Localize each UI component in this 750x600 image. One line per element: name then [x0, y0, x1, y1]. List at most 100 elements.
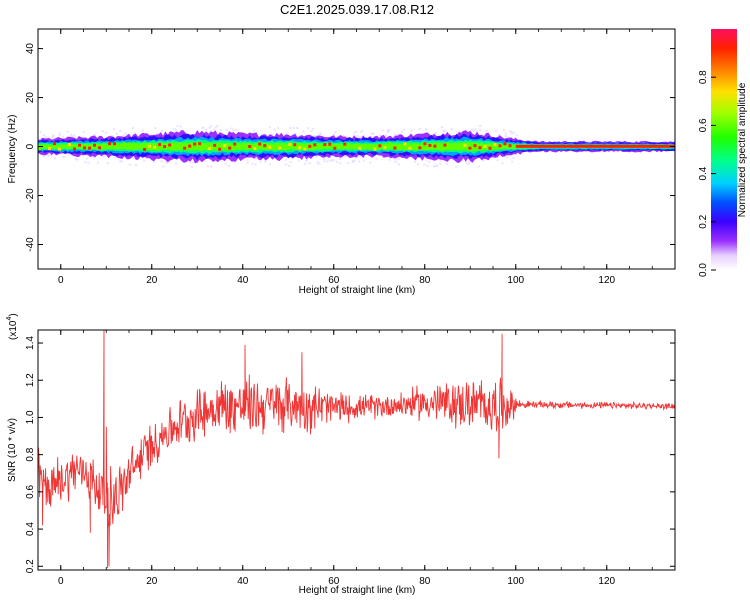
- spectrogram-core-mark: [268, 145, 272, 149]
- spectrogram-haze-mark: [329, 156, 332, 159]
- spectrogram-haze-mark: [448, 133, 452, 136]
- spectrogram-haze-mark: [396, 133, 399, 136]
- spectrogram-haze-mark: [338, 162, 342, 165]
- spectrogram-haze-mark: [423, 163, 426, 166]
- spectrogram-core-mark: [453, 144, 457, 148]
- spectrogram-haze-mark: [510, 132, 514, 135]
- spectrogram-haze-mark: [417, 163, 420, 166]
- spectrogram-core-line: [515, 144, 675, 148]
- spectrogram-core-mark: [208, 147, 212, 151]
- spectrogram-core-mark: [48, 147, 52, 151]
- spectrogram-core-mark: [178, 147, 182, 151]
- spectrogram-core-mark: [483, 144, 487, 148]
- spectrogram-haze-mark: [455, 165, 458, 168]
- spectrogram-haze-mark: [42, 155, 45, 158]
- spectrogram-haze-mark: [295, 127, 299, 130]
- spectrogram-core-mark: [258, 142, 262, 146]
- spectrogram-haze-mark: [353, 159, 356, 162]
- spectrogram-core-mark: [68, 143, 72, 147]
- spectrogram-haze-mark: [378, 135, 381, 138]
- spectrogram-haze-mark: [512, 157, 515, 160]
- spectrogram-haze-mark: [474, 128, 477, 131]
- spectrogram-core-mark: [43, 144, 47, 148]
- snr-frame: [38, 330, 675, 570]
- colorbar: 0.0 0.2 0.4 0.6 0.8 Normalized spectral ampl…: [698, 29, 748, 277]
- spectrogram-core-mark: [328, 142, 332, 146]
- spectrogram-core-mark: [143, 147, 147, 151]
- spectrogram-haze-mark: [343, 155, 346, 158]
- spectrogram-band-layer: [38, 141, 675, 152]
- spectrogram-haze-mark: [202, 126, 205, 129]
- spectrogram-haze-mark: [307, 127, 310, 130]
- snr-panel: 0 20 40 60 80 100 120 0.2 0.4 0.6 0.8 1.0 1.2 1.4 He…: [6, 313, 676, 596]
- spectrogram-haze-mark: [104, 131, 108, 134]
- spectrogram-haze-mark: [144, 156, 147, 159]
- spectrogram-haze-mark: [393, 158, 396, 161]
- spectrogram-core-mark: [198, 142, 202, 146]
- spectrogram-haze-mark: [396, 158, 399, 161]
- spectrogram-haze-mark: [316, 161, 319, 164]
- spectrogram-haze-mark: [192, 161, 195, 164]
- spectrogram-core-mark: [163, 145, 167, 149]
- spectrogram-haze-mark: [63, 156, 66, 159]
- spectrogram-haze-mark: [291, 133, 294, 136]
- spectrogram-core-mark: [168, 143, 172, 147]
- spectrogram-haze-mark: [319, 132, 323, 135]
- spectrogram-haze-mark: [354, 130, 358, 133]
- spectrogram-haze-mark: [512, 131, 515, 134]
- spectrogram-haze-mark: [114, 156, 117, 159]
- spectrogram-core-mark: [113, 142, 117, 146]
- spectrogram-core-mark: [83, 146, 87, 150]
- spectrogram-core-mark: [468, 146, 472, 150]
- spectrogram-haze-mark: [332, 159, 335, 162]
- spectrogram-core-mark: [373, 147, 377, 151]
- spectrogram-haze-mark: [495, 129, 498, 132]
- spectrogram-x-tick-label: 100: [507, 275, 524, 286]
- spectrogram-haze-mark: [294, 132, 297, 135]
- spectrogram-haze-mark: [141, 129, 144, 132]
- spectrogram-haze-mark: [219, 129, 222, 132]
- spectrogram-haze-mark: [496, 159, 499, 162]
- spectrogram-core-mark: [298, 146, 302, 150]
- spectrogram-core-mark: [273, 147, 277, 151]
- spectrogram-haze-mark: [297, 159, 300, 162]
- spectrogram-haze-mark: [50, 136, 53, 139]
- spectrogram-haze-mark: [362, 159, 366, 162]
- spectrogram-haze-mark: [514, 137, 517, 140]
- spectrogram-core-mark: [283, 145, 287, 149]
- spectrogram-haze-mark: [310, 129, 313, 132]
- spectrogram-haze-mark: [509, 130, 512, 133]
- spectrogram-core-mark: [218, 147, 222, 151]
- spectrogram-haze-mark: [444, 129, 447, 132]
- colorbar-tick-label: 0.2: [698, 214, 709, 228]
- snr-x-tick-label: 80: [419, 576, 431, 587]
- figure-title: C2E1.2025.039.17.08.R12: [280, 2, 434, 17]
- spectrogram-haze-mark: [119, 130, 122, 133]
- spectrogram-haze-mark: [235, 129, 238, 132]
- spectrogram-haze-mark: [397, 163, 401, 166]
- spectrogram-haze-mark: [252, 129, 256, 132]
- spectrogram-haze-mark: [436, 164, 439, 167]
- spectrogram-core-mark: [463, 143, 467, 147]
- spectrogram-panel: 0 20 40 60 80 100 120 -40 -20 0 20 40 Height of st…: [7, 28, 676, 296]
- spectrogram-haze-mark: [361, 129, 364, 132]
- spectrogram-haze-mark: [359, 135, 362, 138]
- spectrogram-haze-mark: [133, 132, 136, 135]
- spectrogram-haze-mark: [74, 158, 77, 161]
- spectrogram-core-mark: [393, 146, 397, 150]
- spectrogram-haze-mark: [162, 165, 165, 168]
- spectrogram-haze-mark: [61, 155, 65, 158]
- spectrogram-haze-mark: [375, 157, 378, 160]
- spectrogram-y-tick-label: -40: [25, 237, 36, 252]
- spectrogram-haze-mark: [472, 129, 475, 132]
- spectrogram-core-mark: [368, 147, 372, 151]
- spectrogram-haze-mark: [346, 162, 350, 165]
- spectrogram-haze-mark: [260, 133, 264, 136]
- snr-x-tick-label: 40: [237, 576, 249, 587]
- spectrogram-y-tick-label: -20: [25, 188, 36, 203]
- spectrogram-haze-mark: [428, 161, 431, 164]
- spectrogram-haze-mark: [323, 160, 326, 163]
- spectrogram-haze-mark: [286, 131, 289, 134]
- spectrogram-haze-mark: [501, 162, 504, 165]
- spectrogram-haze-mark: [112, 128, 116, 131]
